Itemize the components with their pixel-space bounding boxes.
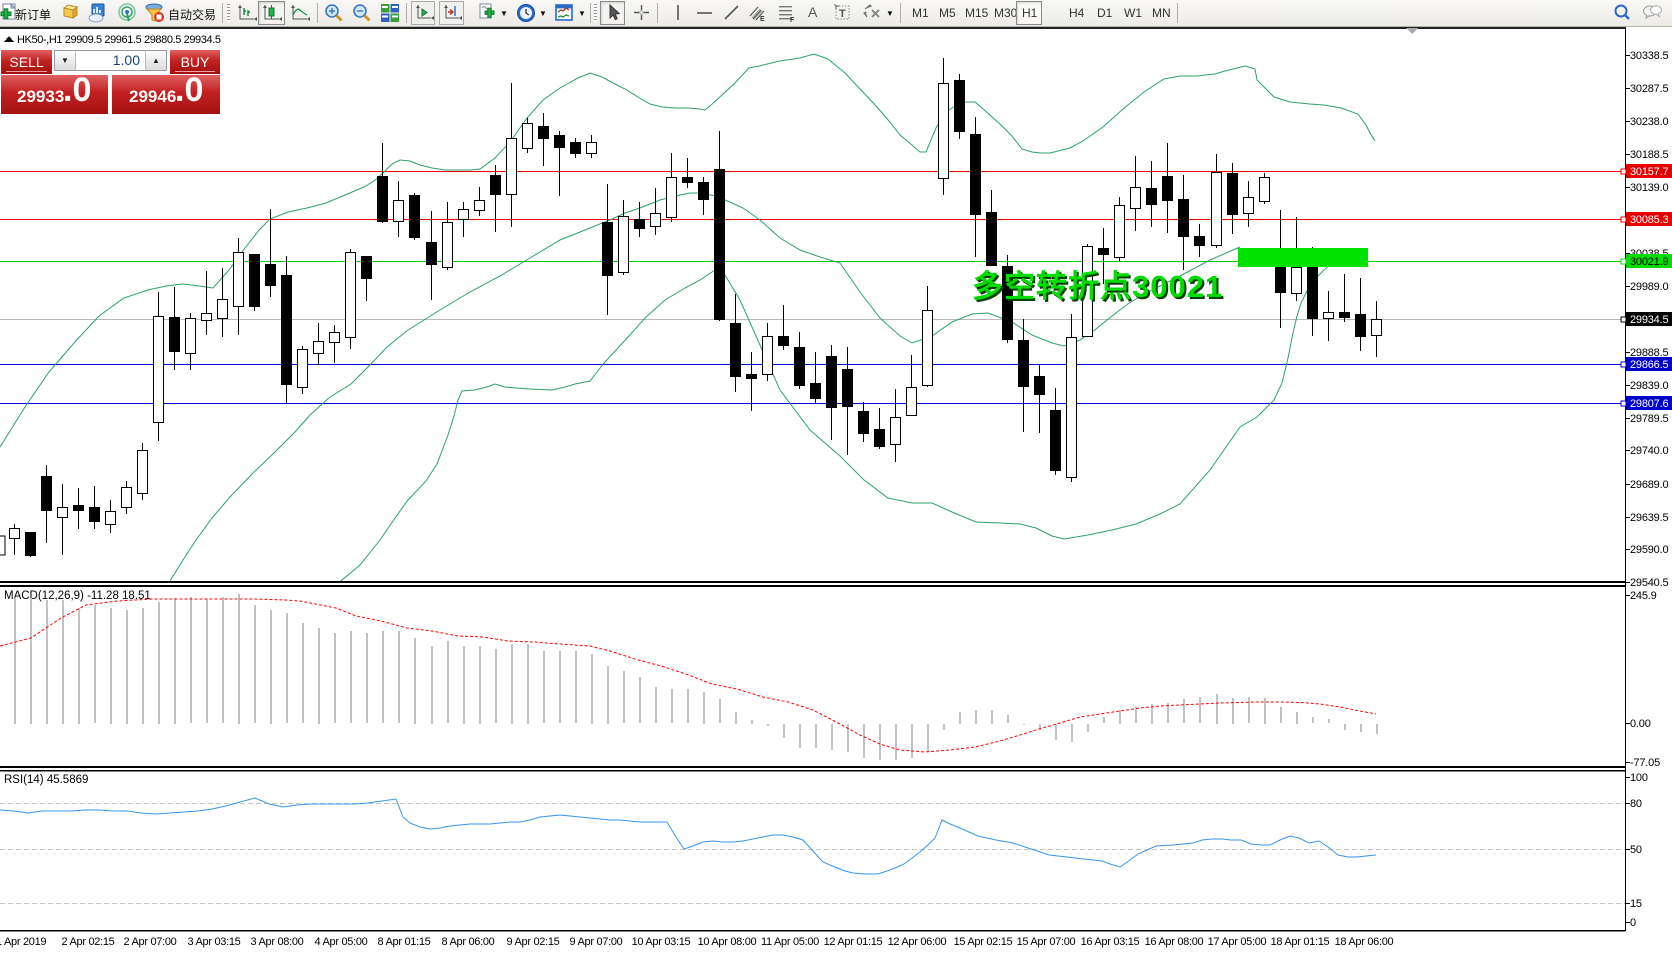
svg-text:15 Apr 02:15: 15 Apr 02:15 [954, 936, 1013, 948]
svg-text:1 Apr 2019: 1 Apr 2019 [0, 936, 46, 948]
svg-text:30021.9: 30021.9 [1630, 256, 1668, 268]
svg-text:30139.0: 30139.0 [1630, 182, 1668, 194]
svg-text:8 Apr 06:00: 8 Apr 06:00 [442, 936, 495, 948]
svg-text:12 Apr 06:00: 12 Apr 06:00 [888, 936, 947, 948]
svg-text:29639.5: 29639.5 [1630, 512, 1668, 524]
svg-text:12 Apr 01:15: 12 Apr 01:15 [824, 936, 883, 948]
svg-text:29789.5: 29789.5 [1630, 413, 1668, 425]
svg-text:17 Apr 05:00: 17 Apr 05:00 [1208, 936, 1267, 948]
svg-text:2 Apr 02:15: 2 Apr 02:15 [62, 936, 115, 948]
svg-text:29807.6: 29807.6 [1630, 398, 1668, 410]
svg-text:11 Apr 05:00: 11 Apr 05:00 [761, 936, 819, 948]
svg-text:16 Apr 03:15: 16 Apr 03:15 [1081, 936, 1140, 948]
svg-text:29540.5: 29540.5 [1630, 577, 1668, 589]
svg-text:30338.5: 30338.5 [1630, 50, 1668, 62]
svg-text:-77.05: -77.05 [1630, 757, 1660, 769]
svg-text:15: 15 [1630, 898, 1642, 910]
svg-text:9 Apr 07:00: 9 Apr 07:00 [570, 936, 623, 948]
svg-text:0.00: 0.00 [1630, 718, 1651, 730]
svg-text:RSI(14) 45.5869: RSI(14) 45.5869 [4, 774, 88, 786]
svg-text:F: F [790, 17, 795, 23]
svg-text:30238.0: 30238.0 [1630, 116, 1668, 128]
svg-text:T: T [839, 8, 846, 20]
svg-text:0: 0 [1630, 917, 1636, 929]
svg-text:30157.7: 30157.7 [1630, 166, 1668, 178]
svg-text:16 Apr 08:00: 16 Apr 08:00 [1145, 936, 1204, 948]
svg-text:29934.5: 29934.5 [1630, 314, 1668, 326]
svg-text:30085.3: 30085.3 [1630, 214, 1668, 226]
svg-text:29839.0: 29839.0 [1630, 380, 1668, 392]
svg-text:9 Apr 02:15: 9 Apr 02:15 [507, 936, 560, 948]
svg-text:245.9: 245.9 [1630, 590, 1657, 602]
svg-text:HK50-,H1 29909.5 29961.5 2988: HK50-,H1 29909.5 29961.5 29880.5 29934.5 [17, 34, 221, 46]
svg-text:29590.0: 29590.0 [1630, 544, 1668, 556]
svg-text:50: 50 [1630, 844, 1642, 856]
svg-text:3 Apr 08:00: 3 Apr 08:00 [251, 936, 304, 948]
svg-text:15 Apr 07:00: 15 Apr 07:00 [1017, 936, 1076, 948]
svg-text:4 Apr 05:00: 4 Apr 05:00 [315, 936, 368, 948]
svg-text:29740.0: 29740.0 [1630, 445, 1668, 457]
svg-text:80: 80 [1630, 798, 1642, 810]
svg-text:29866.5: 29866.5 [1630, 359, 1668, 371]
svg-text:10 Apr 08:00: 10 Apr 08:00 [698, 936, 757, 948]
svg-text:18 Apr 01:15: 18 Apr 01:15 [1271, 936, 1330, 948]
svg-text:30287.5: 30287.5 [1630, 83, 1668, 95]
svg-text:2 Apr 07:00: 2 Apr 07:00 [124, 936, 177, 948]
svg-text:8 Apr 01:15: 8 Apr 01:15 [378, 936, 431, 948]
svg-text:多空转折点30021: 多空转折点30021 [972, 269, 1223, 304]
svg-text:多空转折点30021: 多空转折点30021 [974, 271, 1225, 306]
svg-text:E: E [760, 16, 765, 23]
svg-text:18 Apr 06:00: 18 Apr 06:00 [1335, 936, 1394, 948]
svg-text:29689.0: 29689.0 [1630, 479, 1668, 491]
svg-text:10 Apr 03:15: 10 Apr 03:15 [632, 936, 691, 948]
svg-text:29888.5: 29888.5 [1630, 347, 1668, 359]
svg-text:30188.5: 30188.5 [1630, 149, 1668, 161]
svg-text:MACD(12,26,9) -11.28 18.51: MACD(12,26,9) -11.28 18.51 [4, 590, 151, 602]
svg-text:100: 100 [1630, 772, 1648, 784]
svg-text:3 Apr 03:15: 3 Apr 03:15 [188, 936, 241, 948]
svg-text:29989.0: 29989.0 [1630, 281, 1668, 293]
